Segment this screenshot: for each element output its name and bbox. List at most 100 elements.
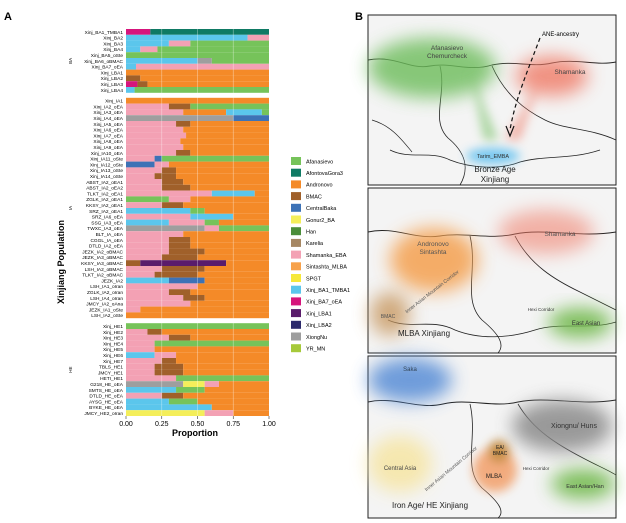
bar-segment	[126, 144, 184, 150]
bar-segment	[204, 208, 269, 214]
row-labels: Xinj_BA1_TMBA1Xinj_BA2Xinj_BA3Xinj_BA4Xi…	[81, 30, 124, 417]
bar-segment	[176, 352, 269, 358]
bar-segment	[126, 334, 169, 341]
bar-segment	[126, 242, 169, 249]
panel-b-label: B	[355, 11, 363, 23]
bar-segment	[126, 69, 269, 76]
bar-segment	[161, 329, 269, 335]
x-tick-label: 0.50	[191, 421, 205, 428]
bar-segment	[126, 410, 205, 416]
legend-label: Karelia	[306, 241, 324, 247]
bar-segment	[154, 155, 162, 162]
row-label: TWXC_IA3_oEA	[87, 226, 124, 232]
legend-swatch	[291, 262, 301, 271]
bar-segment	[204, 381, 219, 387]
map-bronze-age: ANE-ancestry Afanasievo Chemurcheck Shama…	[367, 14, 617, 186]
bar-segment	[197, 398, 269, 405]
map2-region-east-asian: East Asian	[572, 321, 600, 327]
bar-segment	[176, 150, 191, 156]
bar-segment	[183, 231, 269, 237]
bar-segment	[226, 260, 269, 266]
row-label: TLKT_IA2_oEA1	[87, 191, 123, 197]
legend-swatch	[291, 285, 301, 294]
row-label: Xinj_IA5_oEA	[93, 122, 123, 128]
row-label: ABST_IA2_oEA2	[86, 186, 123, 192]
bar-segment	[154, 363, 184, 370]
row-label: Xinj_IA10_oEA	[91, 151, 124, 157]
row-label: BYKE_HE_oEA	[89, 405, 124, 411]
bar-segment	[204, 295, 269, 301]
bar-segment	[126, 132, 187, 139]
bar-segment	[126, 381, 184, 387]
bar-segment	[126, 300, 191, 307]
bar-segment	[168, 277, 205, 284]
bar-segment	[183, 392, 269, 399]
map2-region-hexi: Hexi Corridor	[528, 307, 555, 312]
x-axis: 0.00 0.25 0.50 0.75 1.00	[119, 416, 276, 428]
bar-segment	[140, 306, 269, 313]
row-label: G218_HE_oEA	[90, 382, 124, 388]
bar-segment	[126, 115, 234, 121]
x-tick-label: 0.00	[119, 421, 133, 428]
legend-label: Xinj_LBA2	[306, 323, 332, 329]
legend-label: XiongNu	[306, 335, 327, 341]
row-label: BLT_IA_oEA	[96, 232, 124, 238]
bar-segment	[233, 213, 269, 220]
bar-segment	[126, 312, 269, 319]
legend-label: Gonur2_BA	[306, 218, 335, 224]
map-iron-age: Saka Xiongnu/ Huns Central Asia EA/BMAC …	[367, 355, 617, 519]
row-label: KKSY_IA3_oBMAC	[81, 261, 123, 267]
bar-segment	[126, 121, 177, 127]
legend-label: Shamanka_EBA	[306, 253, 347, 259]
row-label: JMCY_HE1	[98, 370, 123, 376]
legend-label: Han	[306, 230, 316, 236]
legend-swatch	[291, 157, 301, 165]
row-label: Xinj_LBA4	[101, 88, 124, 94]
bar-segment	[126, 161, 155, 168]
panel-a-label: A	[4, 11, 12, 23]
legend-swatch	[291, 250, 301, 259]
row-label: ABST_IA2_oEA1	[86, 180, 123, 186]
row-label: AYSG_HE_oEA	[89, 399, 124, 405]
bar-segment	[183, 202, 269, 208]
map3-region-mlba: MLBA	[486, 474, 502, 480]
bar-segment	[126, 225, 205, 232]
bar-segment	[161, 184, 191, 191]
bar-segment	[140, 46, 158, 53]
bar-segment	[137, 81, 148, 87]
x-tick-label: 0.75	[226, 421, 240, 428]
bar-segment	[126, 306, 141, 313]
bar-segment	[126, 231, 184, 237]
legend-label: CentralBaka	[306, 206, 337, 212]
bar-segment	[183, 179, 269, 185]
bar-segment	[190, 334, 269, 341]
legend-swatch	[291, 332, 301, 341]
bar-segment	[126, 398, 169, 405]
row-label: Xinj_IA6_oEA	[93, 128, 123, 134]
row-label: JEZK_IA2	[101, 278, 123, 284]
bar-segment	[126, 404, 212, 411]
bar-segment	[190, 289, 269, 295]
group-label: IA	[68, 206, 73, 210]
map3-region-saka: Saka	[403, 367, 417, 373]
row-label: Xinj_IA7_oEA	[93, 133, 123, 139]
row-label: Xinj_HE4	[103, 341, 123, 347]
bar-segment	[247, 34, 269, 41]
row-label: Xinj_HE2	[103, 330, 123, 336]
bar-segment	[183, 363, 269, 370]
row-label: Xinj_IA3_oEA	[93, 110, 123, 116]
row-label: Xinj_HE3	[103, 336, 123, 342]
row-label: Xinj_IA1	[105, 99, 123, 105]
bar-segment	[126, 52, 269, 58]
legend-swatch	[291, 227, 301, 236]
bar-segment	[204, 248, 269, 255]
row-label: LSH_IA2_oBMAC	[85, 267, 124, 273]
bar-segment	[176, 387, 205, 393]
bar-segment	[204, 387, 269, 393]
bar-segment	[154, 173, 177, 179]
bar-segment	[190, 300, 269, 307]
bar-segment	[211, 190, 255, 197]
row-label: Xinj_IA8_oEA	[93, 139, 123, 145]
bar-segment	[176, 375, 269, 382]
bar-segment	[154, 271, 198, 278]
